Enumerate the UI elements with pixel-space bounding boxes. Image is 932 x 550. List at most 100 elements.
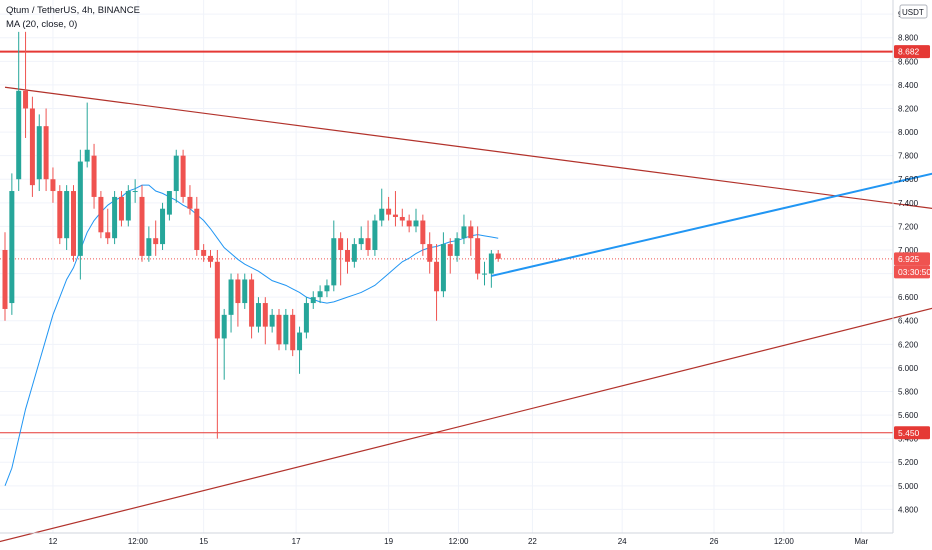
last-price-tag-text: 6.925 (898, 254, 920, 264)
candle-body (297, 332, 303, 351)
candle (71, 185, 76, 262)
candle-body (36, 126, 42, 180)
candle (454, 232, 460, 262)
time-tick-label: 12:00 (774, 537, 795, 546)
candle (173, 149, 179, 203)
candle-body (180, 155, 186, 197)
candle-body (255, 303, 261, 327)
candle (23, 31, 29, 138)
candle-body (146, 238, 152, 256)
candle-body (406, 220, 412, 227)
candle (146, 226, 152, 262)
candle-body (201, 249, 207, 256)
candle-body (77, 161, 83, 256)
candle-body (399, 216, 405, 221)
candle-body (166, 191, 172, 215)
candle (105, 208, 111, 245)
candle-body (105, 232, 111, 239)
candle-body (324, 285, 330, 292)
candle-body (112, 196, 118, 239)
candle (475, 226, 481, 280)
price-tick-label: 6.000 (898, 364, 919, 373)
candle-body (208, 255, 213, 262)
time-tick-label: 12:00 (128, 537, 149, 546)
candle (255, 297, 261, 333)
candle (482, 261, 487, 286)
candle (317, 285, 323, 304)
last-price-tag: 6.925 (894, 252, 930, 266)
candle (180, 149, 186, 203)
price-tick-label: 5.800 (898, 387, 919, 396)
price-tick-label: 8.200 (898, 104, 919, 113)
candle (379, 188, 385, 227)
candle (262, 297, 268, 345)
candle-body (194, 208, 200, 250)
level-tag-upper-text: 8.682 (898, 47, 920, 57)
candle-body (482, 273, 487, 275)
candle-body (290, 314, 296, 351)
candle (461, 214, 467, 245)
candle-body (358, 238, 364, 245)
candle-body (84, 149, 90, 162)
candle-body (57, 191, 63, 239)
price-tick-label: 8.800 (898, 34, 919, 43)
candle (351, 238, 357, 268)
candle (118, 191, 124, 227)
candle-body (71, 191, 76, 256)
candle-body (488, 253, 494, 274)
projection-path (491, 172, 932, 277)
price-tags: 8.682 5.450 6.925 03:30:50 (894, 45, 931, 440)
time-tick-label: 12 (48, 537, 57, 546)
level-tag-lower: 5.450 (894, 426, 930, 440)
candle-body (447, 244, 453, 256)
price-tick-label: 4.800 (898, 505, 919, 514)
candle-body (214, 261, 220, 339)
candle (36, 114, 42, 192)
price-tick-label: 8.600 (898, 57, 919, 66)
candle (447, 238, 453, 274)
candle (98, 191, 104, 239)
candle (406, 214, 412, 233)
candles (2, 31, 501, 439)
candle (221, 308, 227, 380)
indicator-legend[interactable]: MA (20, close, 0) (6, 19, 78, 30)
candle-body (249, 279, 255, 327)
candle-body (495, 253, 501, 259)
ma-line (4, 184, 499, 487)
candle-body (310, 297, 316, 304)
candle (420, 214, 426, 256)
candle (2, 232, 8, 321)
candle (125, 185, 131, 227)
currency-badge: USDT (899, 4, 928, 19)
candle (208, 249, 213, 268)
candle (64, 185, 70, 250)
candle-body (372, 220, 378, 250)
price-tick-label: 7.000 (898, 246, 919, 255)
candle-body (434, 261, 440, 292)
candle (249, 273, 255, 339)
candle (372, 214, 378, 256)
candle-body (276, 314, 282, 345)
candle-body (392, 214, 398, 217)
candle-body (427, 244, 433, 262)
candle-body (160, 208, 166, 245)
price-tick-label: 6.400 (898, 317, 919, 326)
candle (434, 244, 440, 321)
candle (269, 308, 275, 333)
candle (57, 185, 63, 245)
level-tag-upper-box (894, 45, 930, 59)
candle-body (365, 238, 371, 250)
candle-body (331, 238, 337, 286)
candle (413, 208, 419, 233)
candle-body (9, 191, 15, 304)
projection-line (491, 172, 932, 277)
candle-body (379, 208, 385, 221)
candle (153, 220, 159, 256)
horizontal-levels (0, 50, 893, 434)
countdown-tag-text: 03:30:50 (898, 267, 931, 277)
candle-body (413, 220, 419, 227)
candle (331, 220, 337, 292)
candle (228, 273, 234, 333)
candle (214, 249, 220, 439)
